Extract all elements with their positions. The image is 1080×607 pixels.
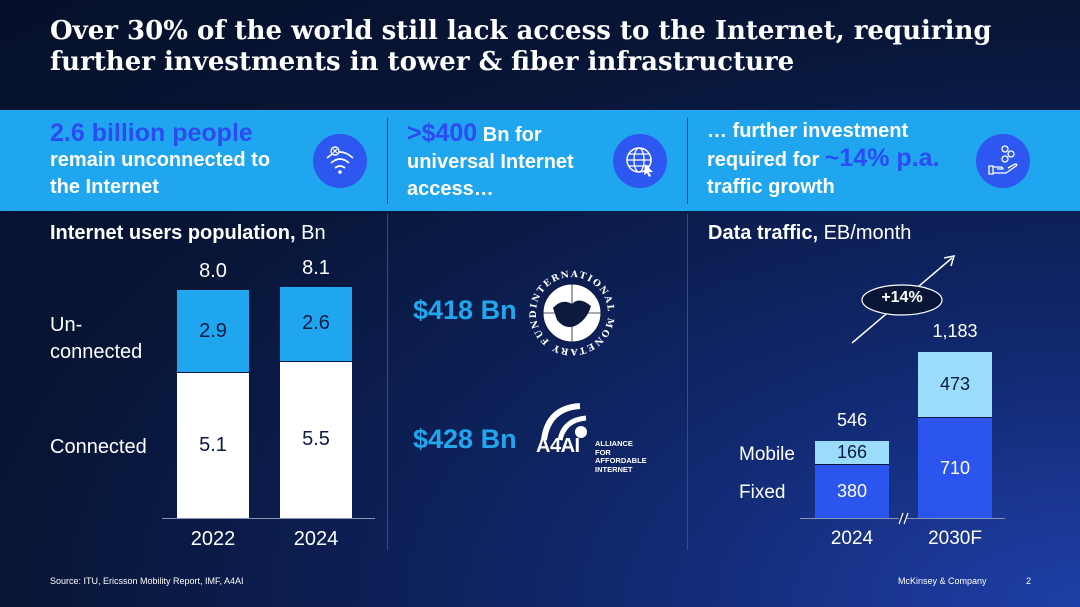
right-chart-title-unit: EB/month	[818, 222, 912, 244]
bar-mobile-2024: 166	[815, 441, 889, 465]
left-chart-baseline	[162, 518, 375, 519]
banner-left-text: 2.6 billion people remain unconnected to…	[50, 120, 270, 201]
row-label-fixed: Fixed	[739, 482, 786, 503]
column-divider-1	[387, 214, 388, 550]
banner-middle-rest: Bn for	[477, 124, 542, 146]
source-note: Source: ITU, Ericsson Mobility Report, I…	[50, 576, 244, 586]
total-label-2024: 8.1	[302, 257, 330, 279]
imf-amount: $418 Bn	[413, 295, 517, 325]
a4ai-sub-2: FOR	[595, 447, 611, 457]
right-chart-title-bold: Data traffic,	[708, 222, 819, 244]
brand-name: McKinsey & Company	[898, 576, 987, 586]
a4ai-sub-3: AFFORDABLE	[595, 456, 647, 465]
growth-arrow-group	[851, 255, 956, 344]
banner-right-line1: … further investment	[707, 120, 909, 142]
banner-middle-line2: universal Internet	[407, 151, 574, 173]
globe-cursor-icon	[613, 134, 667, 188]
bar-fixed-2024: 380	[815, 464, 889, 518]
growth-arrow-head	[943, 255, 956, 267]
banner-left-line2: remain unconnected to	[50, 149, 271, 171]
bar-fixed-2030F: 710	[918, 418, 992, 518]
banner-divider-1	[387, 118, 388, 204]
bar-unconnected-2022: 2.9	[177, 289, 249, 373]
banner-right-highlight: ~14% p.a.	[824, 144, 940, 172]
a4ai-amount: $428 Bn	[413, 424, 517, 454]
page-number: 2	[1026, 576, 1032, 586]
traffic-total-2030F: 1,183	[932, 321, 978, 341]
bar-connected-2024: 5.5	[280, 361, 352, 518]
a4ai-logo-subtitle: ALLIANCE FOR AFFORDABLE INTERNET	[595, 439, 647, 474]
banner-middle-highlight: >$400	[407, 119, 478, 147]
a4ai-sub-4: INTERNET	[595, 464, 633, 474]
imf-logo: INTERNATIONAL MONETARY FUND	[527, 268, 617, 358]
banner-divider-2	[687, 118, 688, 204]
banner-right-pre: required for	[707, 149, 825, 171]
a4ai-sub-1: ALLIANCE	[595, 439, 633, 448]
key-facts-banner: 2.6 billion people remain unconnected to…	[0, 110, 1080, 211]
bar-unconnected-2024: 2.6	[280, 287, 352, 361]
hand-coins-icon	[976, 134, 1030, 188]
a4ai-logo: A4AI ALLIANCE FOR AFFORDABLE INTERNET	[534, 402, 664, 474]
banner-left-highlight: 2.6 billion people	[50, 119, 253, 147]
row-label-mobile: Mobile	[739, 444, 795, 465]
left-chart-title-bold: Internet users population,	[50, 222, 296, 244]
slide-title: Over 30% of the world still lack access …	[50, 16, 992, 77]
banner-right-text: … further investment required for ~14% p…	[707, 118, 939, 201]
x-label-2022: 2022	[190, 528, 236, 550]
axis-break-icon	[898, 512, 909, 525]
wifi-off-icon	[313, 134, 367, 188]
total-label-2022: 8.0	[199, 259, 227, 282]
row-label-connected: Connected	[50, 436, 147, 458]
column-divider-2	[687, 214, 688, 550]
banner-middle-text: >$400 Bn for universal Internet access…	[407, 120, 574, 203]
left-chart-title-unit: Bn	[295, 222, 326, 244]
left-chart-title: Internet users population, Bn	[50, 222, 326, 245]
bar-connected-2022: 5.1	[177, 373, 249, 518]
bar-mobile-2030F: 473	[918, 352, 992, 419]
right-chart-title: Data traffic, EB/month	[708, 222, 911, 245]
x-label-2030f: 2030F	[928, 528, 982, 549]
traffic-total-2024: 546	[836, 410, 868, 431]
growth-badge-outline	[861, 284, 943, 316]
row-label-unconnected: Un- connected	[50, 314, 143, 363]
a4ai-logo-text: A4AI	[536, 435, 580, 457]
x-label-2024-traffic: 2024	[830, 528, 874, 549]
banner-left-line3: the Internet	[50, 176, 159, 198]
growth-badge-label: +14%	[881, 289, 923, 306]
banner-right-line3: traffic growth	[707, 176, 835, 198]
banner-middle-line3: access…	[407, 178, 494, 200]
x-label-2024: 2024	[293, 528, 339, 550]
